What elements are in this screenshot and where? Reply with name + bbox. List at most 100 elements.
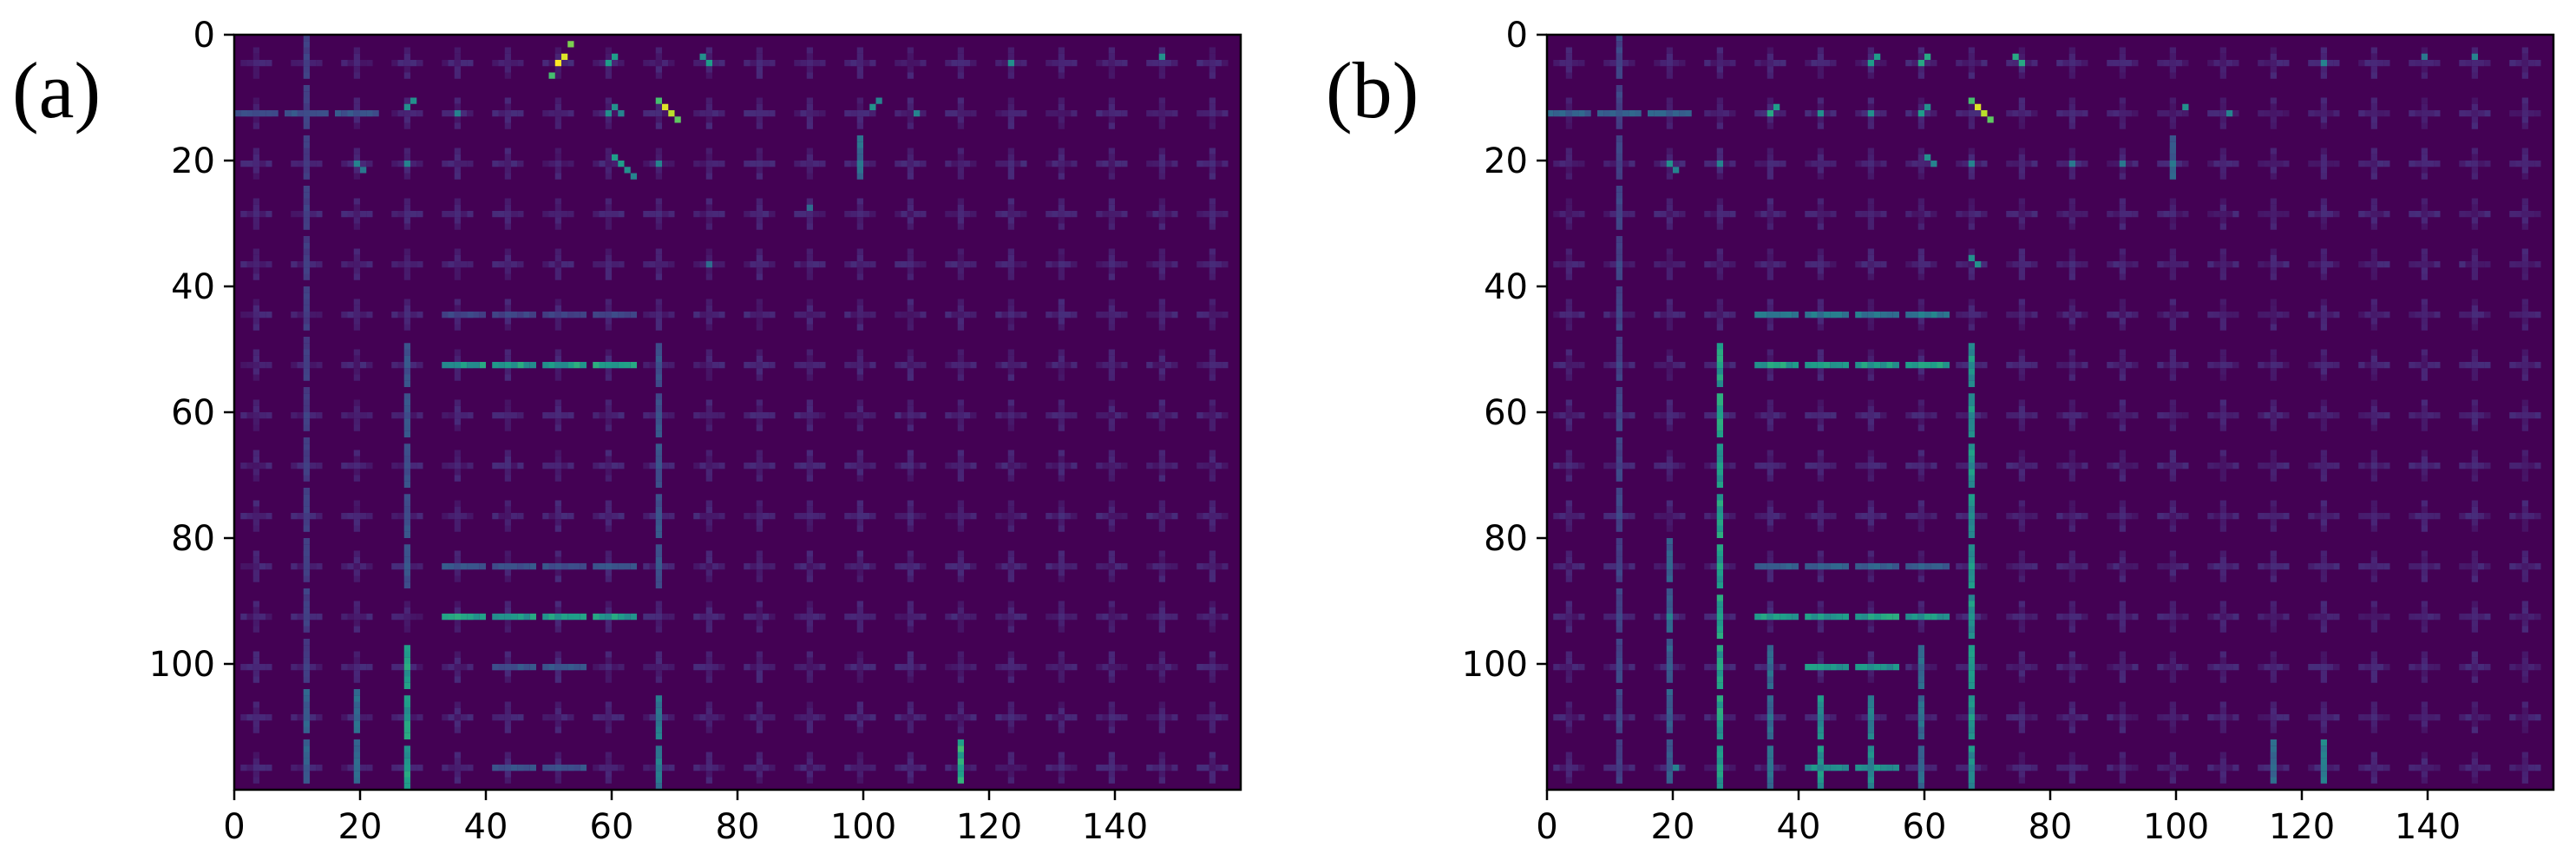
- heatmap-cell: [2421, 450, 2428, 456]
- heatmap-cell: [1811, 161, 1818, 167]
- heatmap-cell: [856, 664, 863, 671]
- heatmap-cell: [2182, 513, 2189, 520]
- heatmap-cell: [303, 645, 310, 652]
- heatmap-cell: [1209, 254, 1216, 261]
- heatmap-cell: [2521, 324, 2528, 331]
- heatmap-cell: [303, 456, 310, 463]
- heatmap-cell: [1007, 148, 1014, 154]
- heatmap-cell: [756, 500, 763, 507]
- heatmap-cell: [2471, 161, 2478, 167]
- heatmap-cell: [366, 664, 373, 671]
- heatmap-cell: [1121, 664, 1128, 671]
- heatmap-cell: [712, 463, 719, 470]
- heatmap-cell: [2333, 362, 2340, 369]
- heatmap-cell: [2270, 122, 2277, 129]
- heatmap-cell: [554, 601, 561, 608]
- heatmap-cell: [794, 261, 801, 268]
- heatmap-cell: [2478, 412, 2485, 419]
- heatmap-cell: [920, 211, 927, 218]
- heatmap-cell: [397, 362, 404, 369]
- heatmap-cell: [2370, 418, 2377, 425]
- heatmap-cell: [2018, 122, 2025, 129]
- heatmap-cell: [705, 771, 712, 778]
- heatmap-cell: [403, 424, 410, 431]
- heatmap-cell: [2068, 362, 2075, 369]
- heatmap-cell: [1766, 254, 1773, 261]
- heatmap-cell: [347, 664, 354, 671]
- heatmap-cell: [353, 355, 360, 362]
- heatmap-cell: [813, 110, 820, 117]
- heatmap-cell: [1817, 267, 1824, 274]
- heatmap-cell: [2521, 122, 2528, 129]
- heatmap-cell: [1917, 324, 1924, 331]
- heatmap-cell: [655, 349, 662, 356]
- heatmap-cell: [2018, 299, 2025, 305]
- heatmap-cell: [2283, 211, 2290, 218]
- heatmap-cell: [769, 261, 776, 268]
- heatmap-cell: [618, 211, 625, 218]
- heatmap-cell: [303, 463, 310, 470]
- heatmap-cell: [1780, 110, 1786, 117]
- heatmap-cell: [297, 765, 304, 772]
- heatmap-cell: [353, 575, 360, 582]
- heatmap-cell: [2119, 248, 2126, 255]
- heatmap-cell: [907, 374, 914, 381]
- heatmap-cell: [252, 657, 259, 664]
- heatmap-cell: [1729, 513, 1736, 520]
- heatmap-cell: [1171, 463, 1178, 470]
- heatmap-cell: [907, 556, 914, 563]
- heatmap-cell: [2320, 299, 2327, 305]
- heatmap-cell: [2213, 161, 2220, 167]
- heatmap-cell: [806, 148, 813, 154]
- heatmap-cell: [504, 248, 511, 255]
- heatmap-cell: [699, 463, 706, 470]
- heatmap-cell: [2377, 211, 2384, 218]
- heatmap-cell: [2018, 110, 2025, 117]
- heatmap-cell: [1209, 97, 1216, 104]
- heatmap-cell: [542, 513, 549, 520]
- heatmap-cell: [1216, 765, 1222, 772]
- heatmap-cell: [303, 116, 310, 123]
- heatmap-cell: [1158, 450, 1165, 456]
- heatmap-cell: [2006, 211, 2013, 218]
- heatmap-cell: [643, 463, 650, 470]
- heatmap-cell: [806, 758, 813, 765]
- heatmap-cell: [2364, 513, 2371, 520]
- heatmap-cell: [1146, 261, 1153, 268]
- heatmap-cell: [1007, 47, 1014, 54]
- heatmap-cell: [705, 355, 712, 362]
- heatmap-cell: [1058, 758, 1065, 765]
- heatmap-cell: [2018, 305, 2025, 312]
- heatmap-cell: [1817, 513, 1824, 520]
- heatmap-cell: [1108, 525, 1115, 532]
- heatmap-cell: [2370, 148, 2377, 154]
- heatmap-cell: [945, 513, 952, 520]
- heatmap-cell: [2006, 161, 2013, 167]
- heatmap-cell: [416, 60, 423, 67]
- heatmap-cell: [605, 651, 612, 658]
- heatmap-cell: [1007, 349, 1014, 356]
- heatmap-cell: [1553, 312, 1560, 319]
- heatmap-cell: [1578, 211, 1585, 218]
- heatmap-cell: [561, 161, 568, 167]
- heatmap-cell: [2459, 60, 2466, 67]
- heatmap-cell: [970, 664, 977, 671]
- heatmap-cell: [2119, 60, 2126, 67]
- heatmap-cell: [1158, 463, 1165, 470]
- heatmap-cell: [492, 714, 499, 721]
- heatmap-cell: [2534, 211, 2541, 218]
- heatmap-cell: [2327, 110, 2334, 117]
- heatmap-cell: [2270, 500, 2277, 507]
- heatmap-cell: [2471, 475, 2478, 482]
- heatmap-cell: [1572, 60, 1579, 67]
- heatmap-cell: [1716, 305, 1723, 312]
- heatmap-cell: [2370, 66, 2377, 73]
- heatmap-cell: [655, 47, 662, 54]
- heatmap-cell: [2126, 60, 2133, 67]
- heatmap-cell: [794, 362, 801, 369]
- heatmap-cell: [252, 626, 259, 633]
- heatmap-cell: [554, 167, 561, 174]
- heatmap-cell: [1981, 161, 1988, 167]
- heatmap-cell: [1603, 563, 1610, 570]
- heatmap-cell: [2459, 412, 2466, 419]
